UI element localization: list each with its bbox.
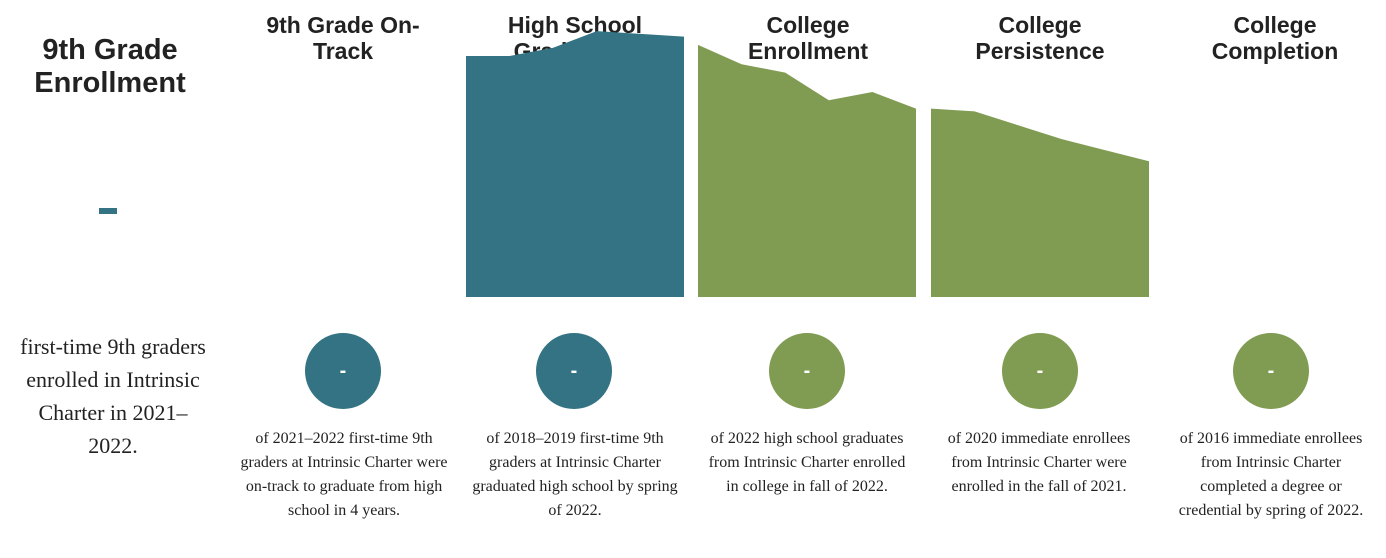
college-enrollment-value: - — [803, 359, 811, 382]
area-high-school-graduation — [466, 31, 684, 297]
completion-value: - — [1267, 359, 1275, 382]
stage-desc-ninth-grade-enrollment: first-time 9th graders enrolled in Intri… — [20, 334, 206, 458]
enrollment-value-circle: - — [769, 333, 845, 409]
area-college-persistence — [931, 108, 1149, 297]
stage-desc-college-enrollment: of 2022 high school graduates from Intri… — [708, 430, 906, 495]
completion-value-circle: - — [1233, 333, 1309, 409]
stage-desc-ninth-grade-on-track: of 2021–2022 first-time 9th graders at I… — [240, 430, 448, 519]
on-track-value: - — [339, 359, 347, 382]
stage-title-college-completion: College Completion — [1211, 12, 1339, 65]
persistence-value: - — [1036, 359, 1044, 382]
area-college-enrollment — [698, 44, 916, 298]
stage-title-college-enrollment: College Enrollment — [747, 12, 869, 65]
stage-title-college-persistence: College Persistence — [975, 12, 1105, 65]
stage-desc-college-persistence: of 2020 immediate enrollees from Intrins… — [947, 430, 1131, 495]
stage-title-ninth-grade-on-track: 9th Grade On-Track — [266, 12, 420, 65]
persistence-value-circle: - — [1002, 333, 1078, 409]
stage-desc-high-school-graduation: of 2018–2019 first-time 9th graders at I… — [472, 430, 678, 519]
on-track-value-circle: - — [305, 333, 381, 409]
enrollment-value-mark — [99, 208, 117, 214]
graduation-value: - — [570, 359, 578, 382]
stage-title-ninth-grade-enrollment: 9th Grade Enrollment — [34, 34, 186, 100]
stage-desc-college-completion: of 2016 immediate enrollees from Intrins… — [1178, 430, 1364, 519]
graduation-value-circle: - — [536, 333, 612, 409]
